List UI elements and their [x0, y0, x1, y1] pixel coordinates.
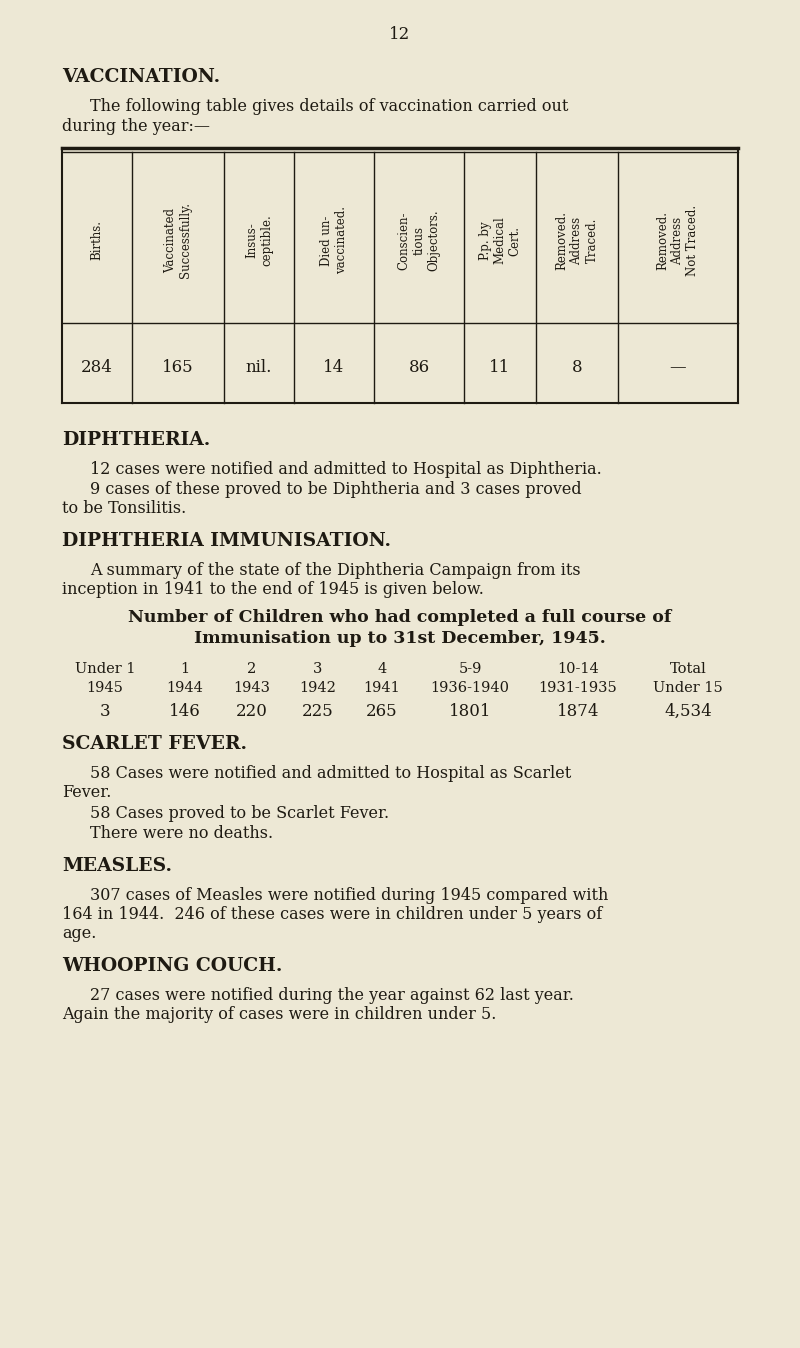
- Text: to be Tonsilitis.: to be Tonsilitis.: [62, 500, 186, 518]
- Text: 1931-1935: 1931-1935: [538, 681, 618, 696]
- Text: Births.: Births.: [90, 221, 103, 260]
- Text: WHOOPING COUCH.: WHOOPING COUCH.: [62, 957, 282, 975]
- Text: Died un-
vaccinated.: Died un- vaccinated.: [320, 206, 348, 275]
- Text: 12 cases were notified and admitted to Hospital as Diphtheria.: 12 cases were notified and admitted to H…: [90, 461, 602, 479]
- Text: 225: 225: [302, 704, 334, 720]
- Text: Conscien-
tious
Objectors.: Conscien- tious Objectors.: [398, 210, 441, 271]
- Text: Under 15: Under 15: [653, 681, 723, 696]
- Text: 3: 3: [100, 704, 110, 720]
- Text: Fever.: Fever.: [62, 785, 111, 801]
- Text: Vaccinated
Successfully.: Vaccinated Successfully.: [164, 202, 192, 279]
- Text: 11: 11: [490, 360, 510, 376]
- Text: 10-14: 10-14: [557, 662, 599, 675]
- Text: A summary of the state of the Diphtheria Campaign from its: A summary of the state of the Diphtheria…: [90, 562, 581, 580]
- Text: 8: 8: [572, 360, 582, 376]
- Text: 4: 4: [378, 662, 386, 675]
- Text: nil.: nil.: [246, 360, 272, 376]
- Text: 12: 12: [390, 26, 410, 43]
- Text: SCARLET FEVER.: SCARLET FEVER.: [62, 735, 247, 754]
- Text: 146: 146: [169, 704, 201, 720]
- Text: 1941: 1941: [364, 681, 400, 696]
- Text: 86: 86: [409, 360, 430, 376]
- Text: 1942: 1942: [299, 681, 337, 696]
- Text: Removed.
Address
Not Traced.: Removed. Address Not Traced.: [657, 205, 699, 276]
- Text: 9 cases of these proved to be Diphtheria and 3 cases proved: 9 cases of these proved to be Diphtheria…: [90, 481, 582, 497]
- Text: Total: Total: [670, 662, 706, 675]
- Text: 1944: 1944: [166, 681, 203, 696]
- Text: 1874: 1874: [557, 704, 599, 720]
- Text: —: —: [670, 360, 686, 376]
- Text: 4,534: 4,534: [664, 704, 712, 720]
- Text: inception in 1941 to the end of 1945 is given below.: inception in 1941 to the end of 1945 is …: [62, 581, 484, 599]
- Text: MEASLES.: MEASLES.: [62, 857, 172, 875]
- Text: 3: 3: [314, 662, 322, 675]
- Text: 14: 14: [323, 360, 345, 376]
- Text: 1936-1940: 1936-1940: [430, 681, 510, 696]
- Text: Removed.
Address
Traced.: Removed. Address Traced.: [555, 212, 598, 270]
- Text: P.p. by
Medical
Cert.: P.p. by Medical Cert.: [478, 217, 522, 264]
- Text: 265: 265: [366, 704, 398, 720]
- Text: 5-9: 5-9: [458, 662, 482, 675]
- Text: Immunisation up to 31st December, 1945.: Immunisation up to 31st December, 1945.: [194, 630, 606, 647]
- Text: Number of Children who had completed a full course of: Number of Children who had completed a f…: [128, 609, 672, 625]
- Text: 27 cases were notified during the year against 62 last year.: 27 cases were notified during the year a…: [90, 987, 574, 1004]
- Text: 1943: 1943: [234, 681, 270, 696]
- Text: Under 1: Under 1: [74, 662, 135, 675]
- Text: 220: 220: [236, 704, 268, 720]
- Text: There were no deaths.: There were no deaths.: [90, 825, 273, 842]
- Text: 1: 1: [181, 662, 190, 675]
- Text: 165: 165: [162, 360, 194, 376]
- Text: 1801: 1801: [449, 704, 491, 720]
- Text: during the year:—: during the year:—: [62, 119, 210, 135]
- Text: 164 in 1944.  246 of these cases were in children under 5 years of: 164 in 1944. 246 of these cases were in …: [62, 906, 602, 923]
- Text: 307 cases of Measles were notified during 1945 compared with: 307 cases of Measles were notified durin…: [90, 887, 608, 905]
- Text: 58 Cases proved to be Scarlet Fever.: 58 Cases proved to be Scarlet Fever.: [90, 805, 389, 822]
- Text: Again the majority of cases were in children under 5.: Again the majority of cases were in chil…: [62, 1006, 496, 1023]
- Text: age.: age.: [62, 925, 96, 942]
- Text: 2: 2: [247, 662, 257, 675]
- Text: VACCINATION.: VACCINATION.: [62, 67, 220, 86]
- Text: Insus-
ceptible.: Insus- ceptible.: [245, 214, 273, 267]
- Text: The following table gives details of vaccination carried out: The following table gives details of vac…: [90, 98, 568, 115]
- Text: 58 Cases were notified and admitted to Hospital as Scarlet: 58 Cases were notified and admitted to H…: [90, 766, 571, 782]
- Text: 1945: 1945: [86, 681, 123, 696]
- Text: DIPHTHERIA IMMUNISATION.: DIPHTHERIA IMMUNISATION.: [62, 532, 391, 550]
- Text: 284: 284: [81, 360, 113, 376]
- Text: DIPHTHERIA.: DIPHTHERIA.: [62, 431, 210, 449]
